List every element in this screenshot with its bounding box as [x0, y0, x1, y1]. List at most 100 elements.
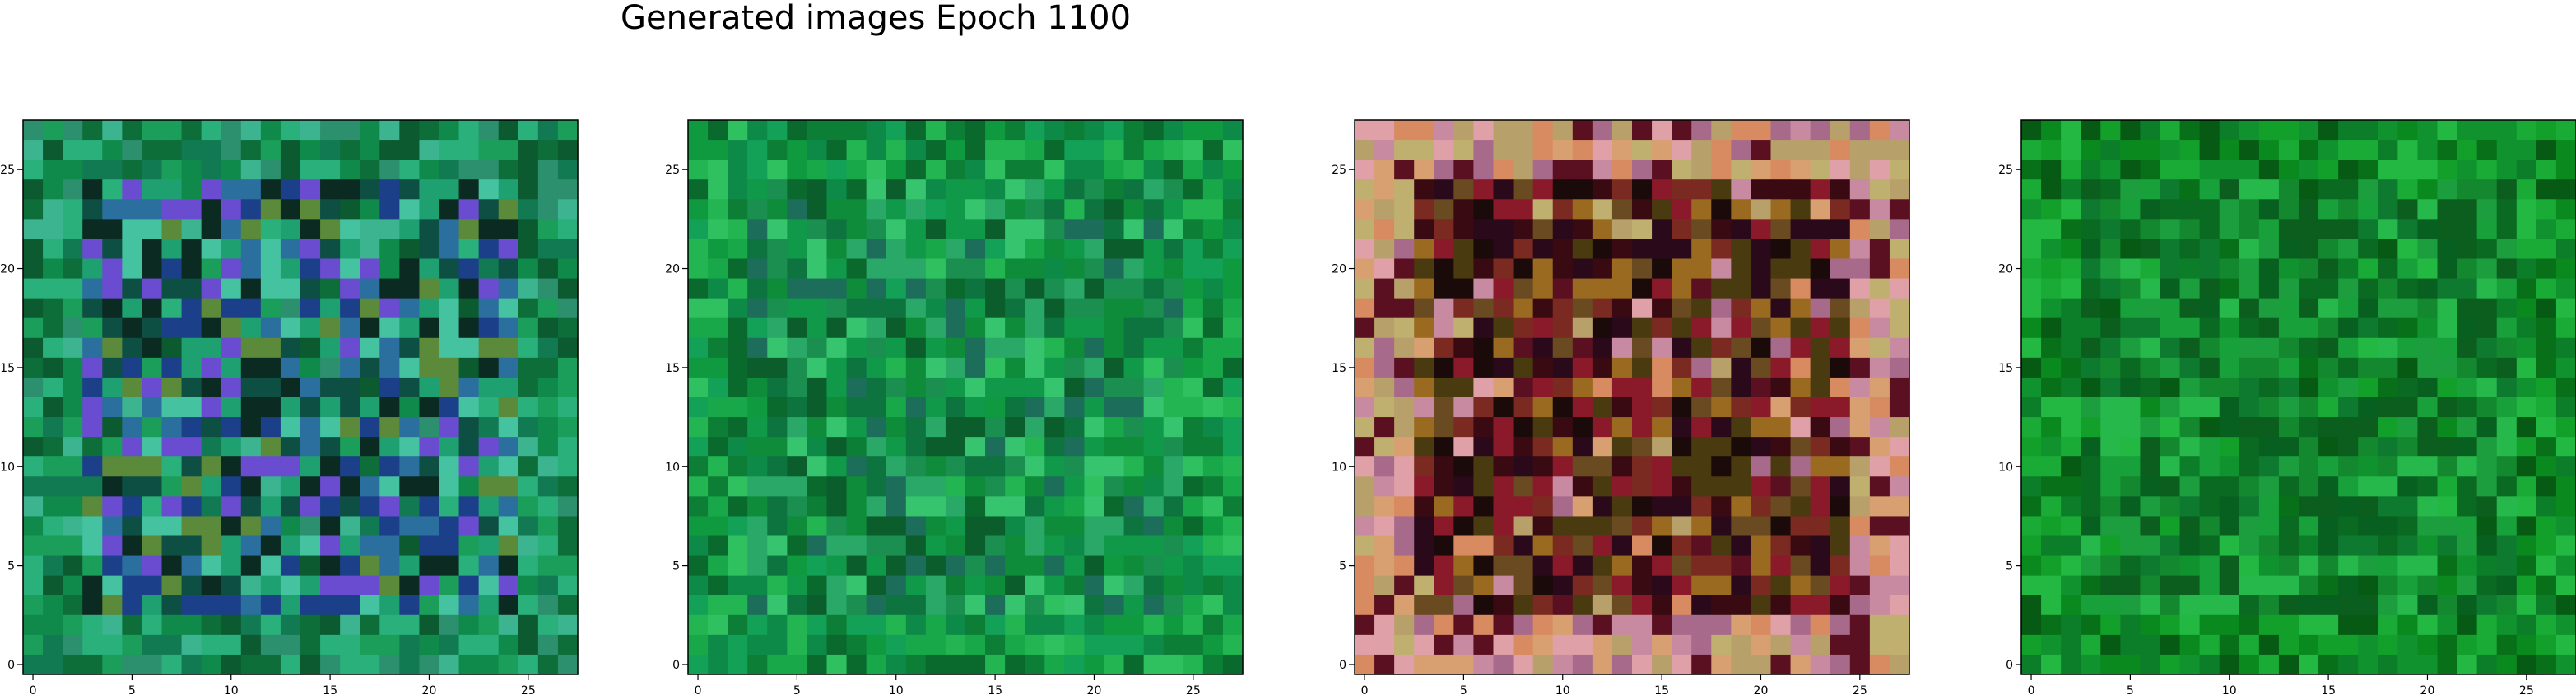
pixel-cell: [181, 199, 202, 220]
pixel-cell: [1731, 456, 1752, 477]
pixel-cell: [1513, 357, 1534, 378]
pixel-cell: [43, 417, 63, 438]
pixel-cell: [2318, 535, 2339, 557]
pixel-cell: [221, 575, 242, 596]
x-tick-label: 25: [1853, 684, 1867, 695]
pixel-cell: [280, 160, 301, 180]
pixel-cell: [2278, 160, 2299, 180]
pixel-cell: [221, 437, 242, 457]
pixel-cell: [221, 298, 242, 319]
pixel-cell: [439, 140, 460, 160]
pixel-cell: [2100, 595, 2121, 616]
pixel-cell: [300, 437, 321, 457]
pixel-cell: [2081, 140, 2101, 160]
pixel-cell: [1064, 179, 1086, 200]
pixel-cell: [747, 357, 768, 378]
pixel-cell: [142, 239, 163, 260]
pixel-cell: [2397, 496, 2419, 517]
pixel-cell: [518, 219, 539, 240]
pixel-cell: [2536, 140, 2557, 160]
pixel-cell: [1025, 337, 1045, 359]
pixel-cell: [1751, 634, 1772, 656]
pixel-cell: [1453, 317, 1475, 339]
pixel-cell: [2278, 614, 2299, 636]
pixel-cell: [221, 397, 242, 418]
pixel-cell: [1790, 654, 1811, 675]
pixel-cell: [2417, 199, 2439, 220]
pixel-cell: [2437, 219, 2458, 240]
pixel-cell: [2061, 417, 2081, 438]
pixel-cell: [300, 179, 321, 200]
pixel-cell: [82, 614, 103, 636]
pixel-cell: [2299, 199, 2319, 220]
pixel-cell: [826, 654, 848, 675]
pixel-cell: [2081, 337, 2101, 359]
pixel-cell: [2496, 575, 2518, 596]
pixel-cell: [2140, 456, 2161, 477]
pixel-cell: [1473, 397, 1495, 418]
pixel-cell: [1830, 140, 1851, 160]
pixel-cell: [221, 456, 242, 477]
pixel-cell: [1849, 417, 1871, 438]
pixel-cell: [280, 614, 301, 636]
pixel-cell: [498, 337, 519, 359]
pixel-cell: [399, 634, 421, 656]
pixel-cell: [1355, 377, 1375, 398]
pixel-cell: [1123, 634, 1145, 656]
pixel-cell: [1044, 476, 1065, 497]
pixel-cell: [1434, 298, 1454, 319]
pixel-cell: [1143, 634, 1165, 656]
pixel-cell: [1104, 317, 1125, 339]
pixel-cell: [985, 456, 1006, 477]
pixel-cell: [2437, 357, 2458, 378]
pixel-cell: [1770, 634, 1792, 656]
pixel-cell: [1790, 575, 1811, 596]
pixel-cell: [2358, 516, 2378, 537]
pixel-cell: [1592, 219, 1613, 240]
pixel-cell: [2496, 516, 2518, 537]
pixel-cell: [2041, 476, 2062, 497]
pixel-cell: [2120, 634, 2141, 656]
pixel-cell: [2417, 654, 2439, 675]
pixel-cell: [439, 496, 460, 517]
pixel-cell: [1355, 140, 1375, 160]
pixel-cell: [379, 199, 400, 220]
pixel-cell: [518, 575, 539, 596]
pixel-cell: [142, 278, 163, 299]
pixel-cell: [2516, 437, 2537, 457]
pixel-cell: [1611, 456, 1633, 477]
pixel-cell: [161, 120, 183, 141]
pixel-cell: [1394, 298, 1415, 319]
pixel-cell: [23, 575, 44, 596]
pixel-cell: [63, 417, 83, 438]
pixel-cell: [1005, 595, 1025, 616]
pixel-cell: [2378, 614, 2398, 636]
pixel-cell: [2496, 417, 2518, 438]
pixel-cell: [1104, 298, 1125, 319]
pixel-cell: [2496, 219, 2518, 240]
pixel-cell: [2496, 160, 2518, 180]
pixel-cell: [161, 278, 183, 299]
pixel-cell: [1394, 476, 1415, 497]
pixel-cell: [2378, 575, 2398, 596]
pixel-cell: [1869, 535, 1890, 557]
pixel-cell: [2299, 437, 2319, 457]
x-tick-label: 15: [988, 684, 1002, 695]
pixel-cell: [399, 317, 421, 339]
pixel-cell: [965, 377, 986, 398]
pixel-cell: [846, 357, 867, 378]
pixel-cell: [1163, 397, 1184, 418]
pixel-cell: [945, 417, 966, 438]
pixel-cell: [1123, 120, 1145, 141]
pixel-cell: [458, 160, 480, 180]
pixel-cell: [1473, 337, 1495, 359]
pixel-cell: [221, 219, 242, 240]
pixel-cell: [1183, 120, 1204, 141]
pixel-cell: [379, 417, 400, 438]
pixel-cell: [2278, 337, 2299, 359]
pixel-cell: [905, 654, 927, 675]
pixel-cell: [1434, 634, 1454, 656]
pixel-cell: [1355, 337, 1375, 359]
pixel-cell: [340, 239, 360, 260]
pixel-cell: [2081, 317, 2101, 339]
